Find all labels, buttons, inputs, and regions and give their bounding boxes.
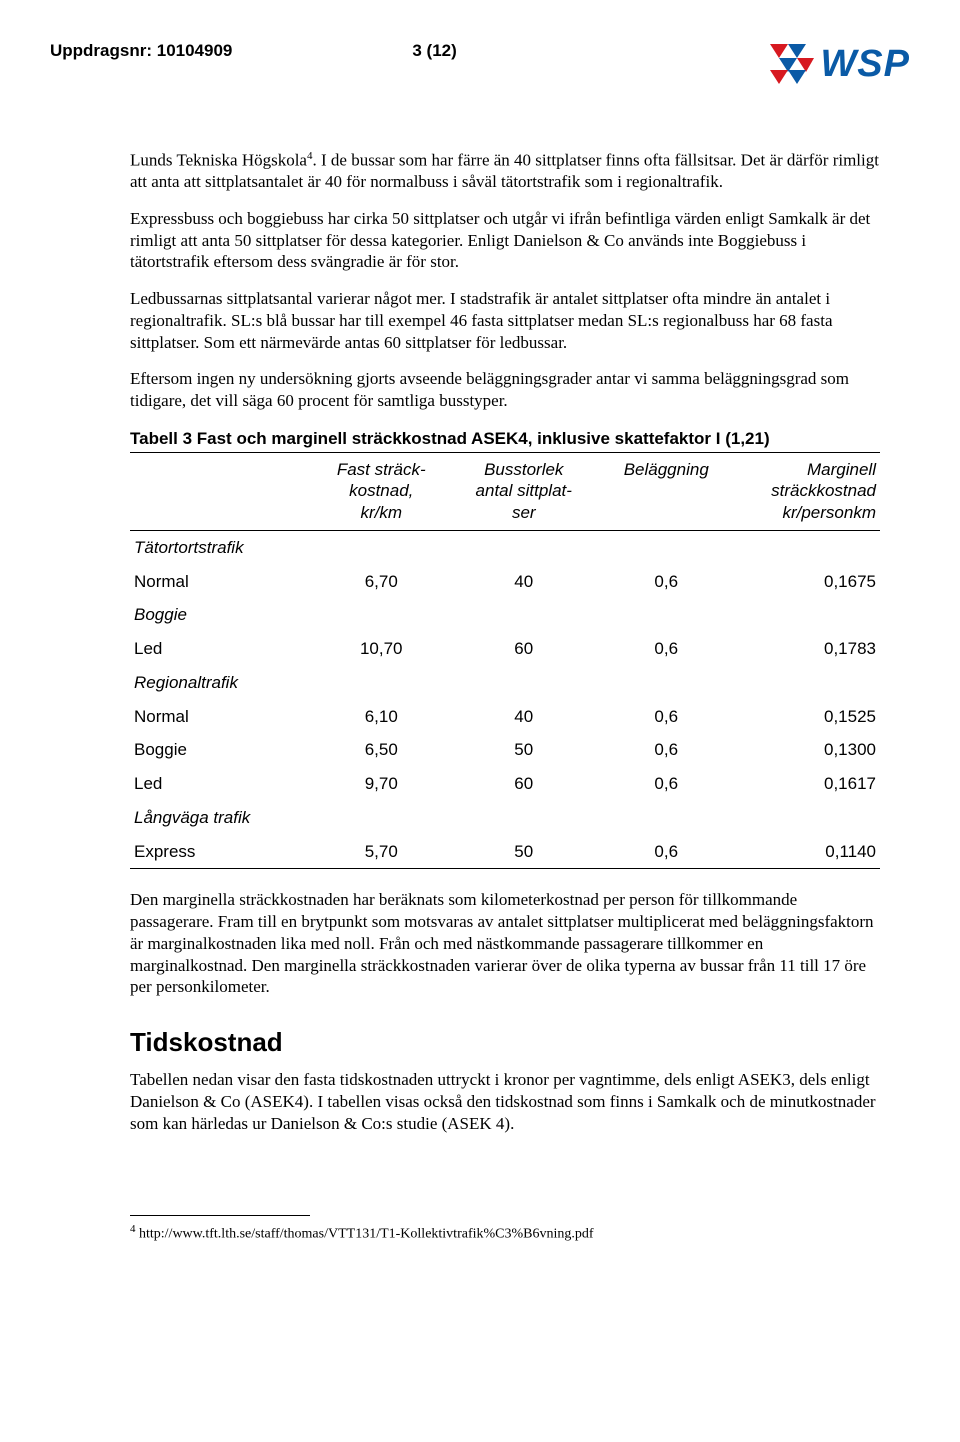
page-content: Lunds Tekniska Högskola4. I de bussar so… [130, 149, 880, 1243]
table-section-label: Långväga trafik [130, 801, 880, 835]
table-cell: 0,6 [595, 565, 738, 599]
wsp-logo-icon [770, 44, 814, 84]
table-cell: 0,1617 [738, 767, 881, 801]
wsp-logo: WSP [770, 40, 910, 89]
page-header: Uppdragsnr: 10104909 3 (12) WSP [50, 40, 910, 89]
table-cell: 50 [453, 733, 596, 767]
paragraph-1: Lunds Tekniska Högskola4. I de bussar so… [130, 149, 880, 193]
table-cell: Normal [130, 700, 310, 734]
table-row: Regionaltrafik [130, 666, 880, 700]
table-cell: 60 [453, 767, 596, 801]
table-cell: Led [130, 767, 310, 801]
table-cell: 40 [453, 565, 596, 599]
table-cell: Boggie [130, 733, 310, 767]
uppdrag-label: Uppdragsnr: 10104909 [50, 40, 232, 62]
header-left: Uppdragsnr: 10104909 3 (12) [50, 40, 457, 62]
table-cell: 6,70 [310, 565, 453, 599]
table-row: Led10,70600,60,1783 [130, 632, 880, 666]
table-cell: 0,6 [595, 835, 738, 869]
wsp-logo-text: WSP [820, 40, 910, 89]
table-cell: 0,1140 [738, 835, 881, 869]
table-cell: 0,6 [595, 700, 738, 734]
paragraph-5: Den marginella sträckkostnaden har beräk… [130, 889, 880, 998]
footnote-separator [130, 1215, 310, 1216]
table-row: Express5,70500,60,1140 [130, 835, 880, 869]
table-col-2: Busstorlek antal sittplat- ser [453, 452, 596, 530]
table-header-row: Fast sträck- kostnad, kr/km Busstorlek a… [130, 452, 880, 530]
table-cell: 6,10 [310, 700, 453, 734]
table-cell: 40 [453, 700, 596, 734]
page-indicator: 3 (12) [412, 40, 456, 62]
paragraph-6: Tabellen nedan visar den fasta tidskostn… [130, 1069, 880, 1134]
table-cell: 9,70 [310, 767, 453, 801]
table-cell: 0,6 [595, 767, 738, 801]
table-col-4: Marginell sträckkostnad kr/personkm [738, 452, 881, 530]
table-section-label: Boggie [130, 598, 880, 632]
section-heading-tidskostnad: Tidskostnad [130, 1026, 880, 1059]
table-row: Boggie [130, 598, 880, 632]
table-cell: 0,1525 [738, 700, 881, 734]
table-col-3: Beläggning [595, 452, 738, 530]
table-row: Led9,70600,60,1617 [130, 767, 880, 801]
table-cell: Express [130, 835, 310, 869]
footnote-4: 4 http://www.tft.lth.se/staff/thomas/VTT… [130, 1222, 880, 1244]
table-row: Normal6,10400,60,1525 [130, 700, 880, 734]
table-section-label: Tätortortstrafik [130, 530, 880, 564]
table-row: Långväga trafik [130, 801, 880, 835]
table-cell: 50 [453, 835, 596, 869]
table-cell: 0,6 [595, 632, 738, 666]
table-row: Tätortortstrafik [130, 530, 880, 564]
table-col-1: Fast sträck- kostnad, kr/km [310, 452, 453, 530]
table-cell: 6,50 [310, 733, 453, 767]
table-row: Boggie6,50500,60,1300 [130, 733, 880, 767]
paragraph-3: Ledbussarnas sittplatsantal varierar någ… [130, 288, 880, 353]
table-cell: 10,70 [310, 632, 453, 666]
table-cell: 0,1300 [738, 733, 881, 767]
table-cell: 60 [453, 632, 596, 666]
table-cell: 5,70 [310, 835, 453, 869]
table-section-label: Regionaltrafik [130, 666, 880, 700]
table-3-title: Tabell 3 Fast och marginell sträckkostna… [130, 428, 880, 450]
table-col-0 [130, 452, 310, 530]
paragraph-2: Expressbuss och boggiebuss har cirka 50 … [130, 208, 880, 273]
table-row: Normal6,70400,60,1675 [130, 565, 880, 599]
table-cell: Led [130, 632, 310, 666]
table-cell: 0,6 [595, 733, 738, 767]
table-cell: Normal [130, 565, 310, 599]
table-3: Fast sträck- kostnad, kr/km Busstorlek a… [130, 452, 880, 870]
paragraph-4: Eftersom ingen ny undersökning gjorts av… [130, 368, 880, 412]
table-cell: 0,1783 [738, 632, 881, 666]
table-cell: 0,1675 [738, 565, 881, 599]
